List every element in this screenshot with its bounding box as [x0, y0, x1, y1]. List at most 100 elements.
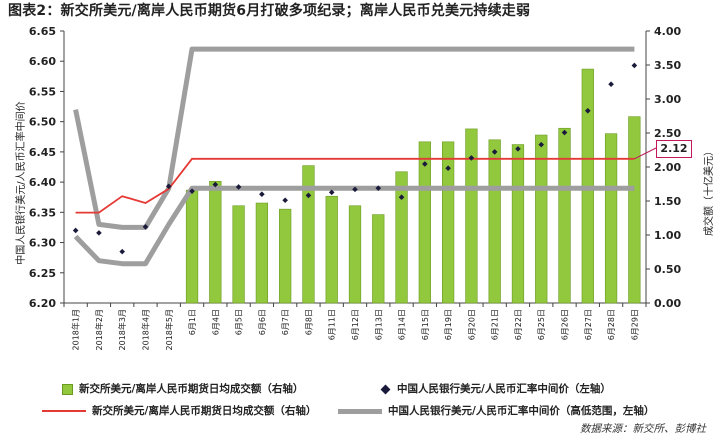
x-tick-label: 2018年2月	[94, 309, 104, 350]
left-tick-label: 6.65	[29, 25, 56, 38]
fixing-point	[468, 155, 475, 161]
range-high-line	[73, 46, 635, 230]
bar	[535, 134, 548, 304]
fixing-point	[352, 186, 358, 193]
legend-line-swatch	[42, 410, 86, 412]
fixing-point	[538, 141, 545, 148]
bar	[418, 141, 431, 304]
bar	[465, 128, 478, 304]
fixing-point	[96, 230, 102, 236]
callout-label: 2.12	[656, 140, 692, 158]
legend-dot-swatch	[380, 384, 391, 394]
x-tick-label: 2018年1月	[71, 309, 81, 350]
fixing-point	[305, 192, 312, 199]
right-tick-label: 1.00	[654, 229, 681, 242]
x-tick-label: 6月14日	[398, 309, 407, 340]
legend-dots-label: 中国人民银行美元/人民币汇率中间价（左轴）	[397, 383, 611, 395]
callout-leader	[634, 147, 657, 160]
x-tick-label: 6月25日	[537, 309, 546, 340]
legend-line: 新交所美元/离岸人民币期货日均成交额（右轴）	[42, 403, 316, 418]
x-tick-label: 6月12日	[351, 309, 360, 340]
x-tick-label: 6月20日	[467, 309, 476, 340]
fixing-point	[235, 184, 242, 190]
right-tick-label: 4.00	[654, 25, 681, 38]
right-tick-label: 2.00	[654, 161, 681, 174]
right-tick-label: 3.50	[654, 59, 681, 72]
x-tick-label: 6月11日	[328, 309, 337, 340]
fixing-point	[328, 189, 335, 196]
left-tick-label: 6.35	[29, 206, 56, 219]
legend-range-swatch	[338, 408, 382, 414]
fixing-point	[491, 149, 498, 155]
x-tick-label: 6月4日	[211, 309, 220, 335]
bar	[348, 205, 362, 304]
bar	[325, 195, 338, 304]
legend-range: 中国人民银行美元/人民币汇率中间价（高低范围，左轴）	[338, 403, 654, 418]
fixing-point	[515, 146, 521, 152]
legend-line-label: 新交所美元/离岸人民币期货日均成交额（右轴）	[92, 405, 317, 417]
x-tick-label: 6月28日	[607, 309, 616, 340]
source-note: 数据来源：新交所、彭博社	[580, 423, 706, 435]
labels-layer: 6.20 6.25 6.30 6.35 6.40 6.45 6.50 6.55 6.60 6.65…	[14, 25, 715, 350]
fixing-point	[608, 81, 614, 87]
left-axis-title: 中国人民银行美元/人民币汇率中间价	[14, 101, 27, 264]
x-tick-label: 6月27日	[584, 309, 593, 340]
bar	[302, 165, 315, 304]
x-tick-label: 6月21日	[491, 309, 500, 340]
bar	[628, 116, 641, 304]
legend-bar-swatch	[62, 383, 73, 395]
x-tick-label: 6月22日	[514, 309, 523, 340]
fixing-point	[212, 181, 219, 188]
bar	[185, 189, 199, 304]
right-axis-title: 成交额（十亿美元）	[702, 146, 715, 236]
fixing-point	[422, 161, 428, 167]
x-tick-label: 6月5日	[235, 309, 244, 335]
legend-bars-label: 新交所美元/离岸人民币期货日均成交额（右轴）	[79, 383, 304, 395]
left-tick-label: 6.60	[29, 55, 56, 68]
bar	[279, 208, 292, 304]
x-tick-label: 6月15日	[421, 309, 430, 340]
fixing-point	[585, 107, 591, 114]
left-tick-label: 6.50	[29, 116, 56, 129]
left-tick-label: 6.20	[29, 297, 56, 310]
x-tick-label: 2018年3月	[117, 309, 127, 350]
fixing-point	[72, 227, 79, 234]
fixing-point	[142, 224, 149, 230]
right-tick-label: 0.50	[654, 263, 681, 276]
fixing-point	[375, 185, 382, 191]
bar	[232, 205, 245, 304]
x-tick-label: 6月26日	[561, 309, 570, 340]
fixing-point	[119, 248, 125, 255]
left-tick-label: 6.25	[29, 267, 56, 280]
x-tick-label: 6月29日	[630, 309, 639, 340]
fixing-point	[445, 165, 451, 172]
x-tick-label: 6月8日	[304, 309, 313, 335]
bar	[511, 144, 525, 304]
legend-dots: 中国人民银行美元/人民币汇率中间价（左轴）	[380, 381, 611, 396]
fixing-point	[398, 194, 405, 201]
legend-range-label: 中国人民银行美元/人民币汇率中间价（高低范围，左轴）	[388, 405, 655, 417]
fixing-point	[259, 191, 265, 197]
right-tick-label: 0.00	[654, 297, 681, 310]
bar	[372, 214, 385, 304]
dots-layer	[72, 62, 638, 255]
left-tick-label: 6.45	[29, 146, 56, 159]
fixing-point	[189, 188, 195, 194]
right-tick-label: 1.50	[654, 195, 681, 208]
x-tick-label: 6月19日	[444, 309, 453, 340]
fixing-point	[561, 129, 568, 136]
fixing-point	[165, 183, 172, 190]
fixing-point	[282, 197, 288, 204]
x-tick-label: 6月6日	[258, 309, 267, 335]
left-tick-label: 6.30	[29, 237, 56, 250]
fixing-point	[631, 62, 638, 69]
bar	[488, 139, 501, 304]
x-tick-label: 2018年4月	[140, 309, 150, 350]
bar	[395, 171, 408, 304]
bar	[604, 133, 618, 304]
right-tick-label: 2.50	[654, 127, 681, 140]
bar	[558, 127, 571, 304]
right-tick-label: 3.00	[654, 93, 681, 106]
bar	[441, 141, 455, 304]
